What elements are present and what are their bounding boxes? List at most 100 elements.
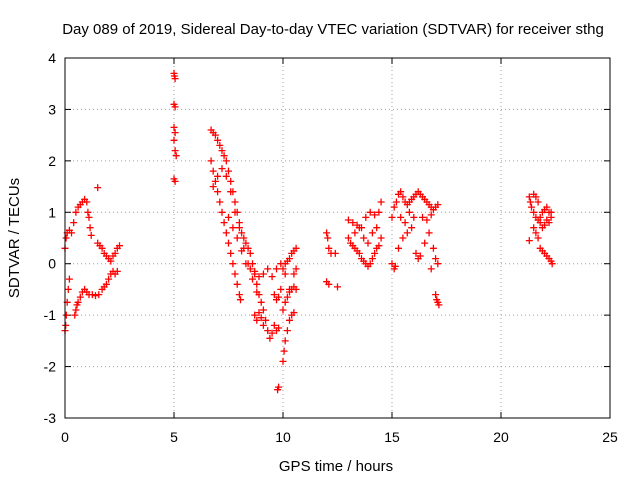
grid: [65, 58, 610, 418]
data-point: [279, 357, 287, 365]
data-point: [227, 249, 235, 257]
data-point: [222, 172, 230, 180]
data-point: [211, 131, 219, 139]
data-point: [216, 141, 224, 149]
data-point: [209, 167, 217, 175]
y-tick-label: -1: [44, 307, 57, 323]
data-point: [275, 293, 283, 301]
data-point: [116, 242, 123, 250]
data-point: [388, 213, 396, 221]
tick-labels: 0 5 10 15 20 25 -3 -2 -1 0 1 2 3 4: [44, 50, 618, 445]
data-point: [111, 249, 119, 257]
data-point: [273, 265, 280, 273]
data-point: [264, 327, 272, 335]
data-point: [548, 260, 556, 268]
data-point: [375, 208, 383, 216]
data-point: [171, 103, 179, 111]
data-point: [268, 273, 276, 281]
data-point: [246, 265, 254, 273]
data-point: [397, 213, 405, 221]
data-point: [425, 229, 433, 237]
data-point: [170, 123, 178, 131]
data-point: [64, 285, 72, 293]
data-point: [94, 184, 102, 192]
y-tick-label: -3: [44, 410, 57, 426]
data-point: [251, 267, 259, 275]
data-point: [432, 291, 440, 299]
data-point: [171, 75, 179, 83]
data-point: [249, 275, 256, 283]
data-point: [253, 316, 261, 324]
data-point: [534, 198, 542, 206]
data-point: [532, 193, 540, 201]
data-point: [368, 255, 376, 263]
data-point: [323, 229, 331, 237]
data-point: [279, 306, 287, 314]
data-point: [259, 321, 267, 329]
data-point: [526, 198, 534, 206]
data-point: [88, 291, 96, 299]
data-point: [262, 316, 270, 324]
data-point: [292, 285, 300, 293]
data-point: [72, 306, 80, 314]
data-point: [334, 283, 341, 291]
data-point: [65, 275, 73, 283]
data-point: [83, 198, 91, 206]
data-point: [227, 177, 235, 185]
data-point: [242, 260, 250, 268]
data-point: [259, 270, 267, 278]
y-tick-label: -2: [44, 359, 57, 375]
y-tick-label: 2: [48, 153, 56, 169]
data-point: [281, 337, 289, 345]
data-point: [434, 201, 442, 209]
data-point: [290, 270, 298, 278]
data-point: [344, 234, 352, 242]
data-point: [209, 183, 217, 191]
data-point: [85, 213, 93, 221]
data-point: [435, 301, 443, 309]
data-point: [98, 244, 106, 252]
data-point: [264, 265, 272, 273]
data-point: [292, 265, 300, 273]
data-point: [87, 231, 95, 239]
data-point: [218, 147, 226, 155]
data-point: [270, 321, 278, 329]
data-point: [238, 229, 246, 237]
data-point: [429, 244, 437, 252]
data-point: [355, 249, 363, 257]
data-point: [286, 255, 293, 263]
data-point: [270, 291, 278, 299]
data-point: [395, 244, 402, 252]
data-point: [325, 244, 333, 252]
data-point: [86, 224, 94, 232]
data-point: [214, 136, 222, 144]
data-point: [214, 188, 222, 196]
data-point: [403, 229, 411, 237]
data-point: [525, 193, 533, 201]
data-point: [279, 265, 287, 273]
y-axis-label: SDTVAR / TECUs: [6, 178, 23, 298]
data-point: [207, 157, 215, 165]
data-point: [434, 260, 442, 268]
data-point: [255, 273, 263, 281]
x-tick-label: 25: [602, 429, 618, 445]
data-point: [375, 242, 383, 250]
data-point: [214, 172, 222, 180]
data-point: [266, 334, 274, 342]
data-point: [280, 347, 288, 355]
data-point: [225, 239, 232, 247]
y-tick-label: 3: [48, 101, 56, 117]
data-point: [220, 152, 228, 160]
data-point: [171, 177, 179, 185]
data-point: [283, 293, 291, 301]
data-point: [62, 311, 70, 319]
data-point: [397, 188, 405, 196]
data-point: [240, 234, 248, 242]
data-point: [259, 306, 267, 314]
y-tick-label: 0: [48, 256, 56, 272]
data-point: [95, 291, 103, 299]
data-point: [536, 219, 544, 227]
data-point: [410, 213, 418, 221]
data-point: [220, 219, 228, 227]
data-point: [281, 270, 289, 278]
